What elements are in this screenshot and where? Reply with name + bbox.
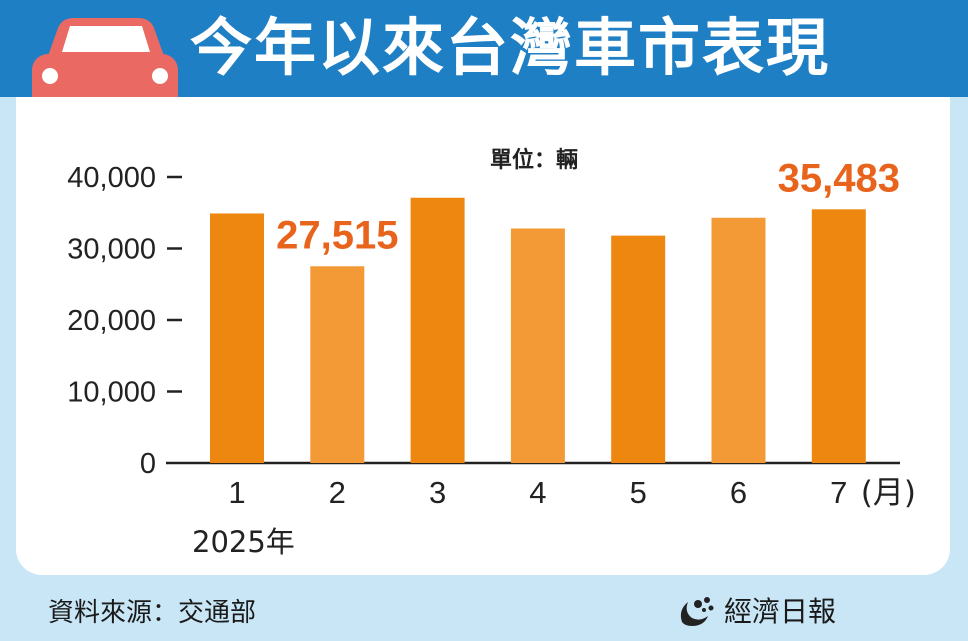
header-bar: 今年以來台灣車市表現	[0, 0, 968, 127]
x-tick-label: 2	[329, 475, 346, 510]
x-tick-label: 3	[429, 475, 446, 510]
chart-axes: 0 10,000 20,000 30,000 40,000	[67, 162, 900, 480]
chart-panel: 0 10,000 20,000 30,000 40,000 1 2 3 4 5 6 7 (月) 2025…	[16, 97, 950, 575]
x-tick-label: 6	[730, 475, 747, 510]
y-tick-label: 20,000	[67, 305, 156, 337]
y-tick-label: 40,000	[67, 162, 156, 194]
bar-7	[811, 209, 866, 463]
bar-4	[510, 228, 565, 463]
unit-label: 單位：輛	[490, 147, 578, 173]
x-unit-label: (月)	[861, 475, 916, 511]
y-tick-label: 10,000	[67, 377, 156, 409]
bar-chart: 0 10,000 20,000 30,000 40,000 1 2 3 4 5 6 7 (月) 2025…	[67, 147, 916, 559]
bar-3	[410, 197, 465, 464]
source-note: 資料來源：交通部	[48, 598, 257, 628]
bar-2	[310, 266, 365, 463]
x-tick-label: 7	[830, 475, 847, 510]
brand-name: 經濟日報	[724, 595, 837, 628]
page-title: 今年以來台灣車市表現	[190, 11, 831, 84]
y-tick-label: 0	[140, 448, 156, 480]
y-tick-label: 30,000	[67, 234, 156, 266]
data-label-2: 27,515	[276, 213, 398, 257]
data-label-7: 35,483	[778, 156, 900, 200]
x-tick-label: 1	[228, 475, 245, 510]
chart-labels: 1 2 3 4 5 6 7 (月) 2025年 單位：輛 27,515 35,483	[192, 147, 916, 559]
brand-logo-icon	[680, 597, 714, 626]
chart-bars	[210, 197, 866, 464]
bar-5	[611, 235, 666, 463]
year-label: 2025年	[192, 525, 295, 559]
bar-1	[210, 213, 264, 463]
x-tick-label: 5	[630, 475, 647, 510]
x-tick-label: 4	[529, 475, 546, 510]
bar-6	[711, 217, 766, 463]
brand: 經濟日報	[676, 590, 836, 630]
